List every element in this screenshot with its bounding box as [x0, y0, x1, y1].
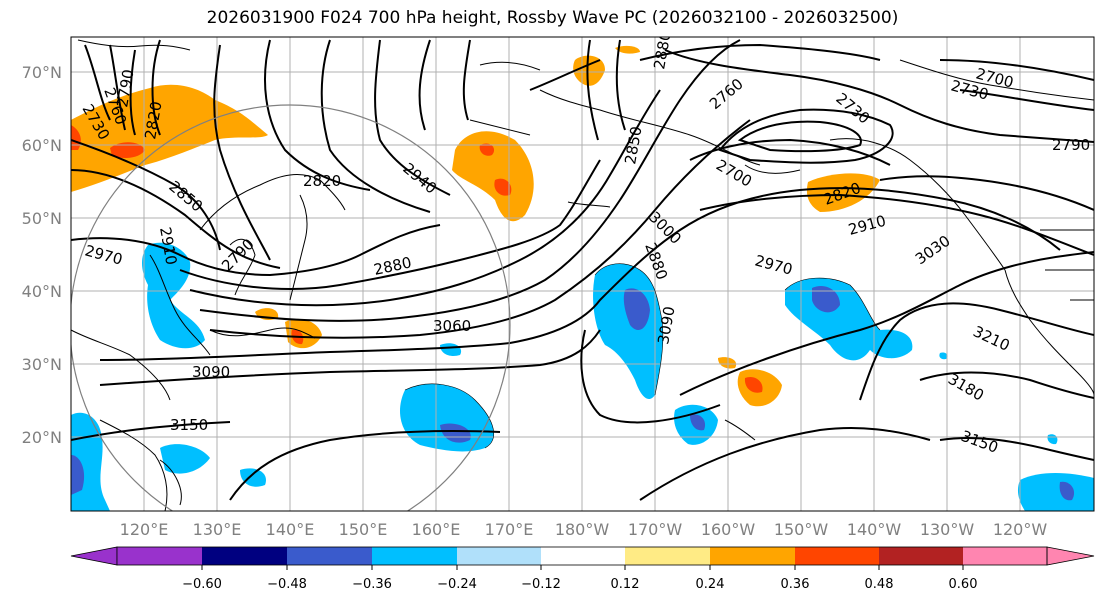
- colorbar-tick-label: −0.24: [437, 577, 477, 592]
- lon-label: 150°W: [774, 520, 829, 539]
- colorbar-bin: [625, 547, 710, 565]
- lon-label: 160°E: [412, 520, 461, 539]
- map-area: 2730 2760 2790 2820 2850 2880 2910 2940 …: [71, 37, 1094, 511]
- colorbar-bin: [202, 547, 287, 565]
- map-title: 2026031900 F024 700 hPa height, Rossby W…: [206, 8, 899, 28]
- lon-label: 140°E: [266, 520, 315, 539]
- anomaly-outlines: [404, 263, 881, 449]
- lat-label: 30°N: [22, 355, 62, 374]
- latitude-labels: 70°N 60°N 50°N 40°N 30°N 20°N: [22, 63, 62, 447]
- lon-label: 140°W: [847, 520, 902, 539]
- lat-label: 60°N: [22, 136, 62, 155]
- colorbar-tick-label: 0.12: [611, 577, 640, 592]
- lat-label: 70°N: [22, 63, 62, 82]
- map-frame: [70, 36, 1095, 512]
- lon-label: 130°W: [920, 520, 975, 539]
- colorbar-tick-label: 0.60: [949, 577, 978, 592]
- colorbar-bin: [963, 547, 1047, 565]
- longitude-labels: 120°E 130°E 140°E 150°E 160°E 170°E 180°…: [120, 520, 1048, 539]
- colorbar-bin: [287, 547, 372, 565]
- colorbar-bin: [541, 547, 625, 565]
- colorbar-bin: [457, 547, 541, 565]
- colorbar-bin: [710, 547, 795, 565]
- lon-label: 130°E: [193, 520, 242, 539]
- lat-label: 50°N: [22, 209, 62, 228]
- colorbar-extend-min: [70, 546, 118, 566]
- colorbar-tick-label: 0.36: [781, 577, 810, 592]
- height-contours: [71, 39, 1094, 501]
- colorbar-tick-label: −0.12: [521, 577, 561, 592]
- colorbar-bin: [117, 547, 202, 565]
- lon-label: 120°W: [993, 520, 1048, 539]
- lat-label: 20°N: [22, 428, 62, 447]
- lon-label: 150°E: [339, 520, 388, 539]
- contour-label: 2790: [1052, 136, 1090, 154]
- colorbar-tick-label: −0.36: [352, 577, 392, 592]
- colorbar-bin: [795, 547, 879, 565]
- colorbar-tick-label: −0.60: [182, 577, 222, 592]
- colorbar-extend-max: [1046, 546, 1095, 566]
- colorbar-bin: [372, 547, 457, 565]
- lon-label: 170°E: [485, 520, 534, 539]
- contour-label: 3060: [433, 317, 471, 335]
- colorbar-tick-label: 0.24: [696, 577, 725, 592]
- contour-label: 2820: [303, 172, 341, 190]
- colorbar-tick-label: 0.48: [865, 577, 894, 592]
- lon-label: 160°W: [701, 520, 756, 539]
- lon-label: 180°W: [555, 520, 610, 539]
- coastlines: [71, 39, 1094, 511]
- contour-label: 3090: [192, 363, 230, 381]
- colorbar: −0.60 −0.48 −0.36 −0.24 −0.12 0.12 0.24 …: [70, 546, 1095, 592]
- lat-label: 40°N: [22, 282, 62, 301]
- colorbar-bin: [879, 547, 963, 565]
- lon-label: 120°E: [120, 520, 169, 539]
- contour-label: 3150: [170, 416, 208, 434]
- colorbar-tick-label: −0.48: [267, 577, 307, 592]
- projection-circle: [71, 104, 511, 511]
- lon-label: 170°W: [628, 520, 683, 539]
